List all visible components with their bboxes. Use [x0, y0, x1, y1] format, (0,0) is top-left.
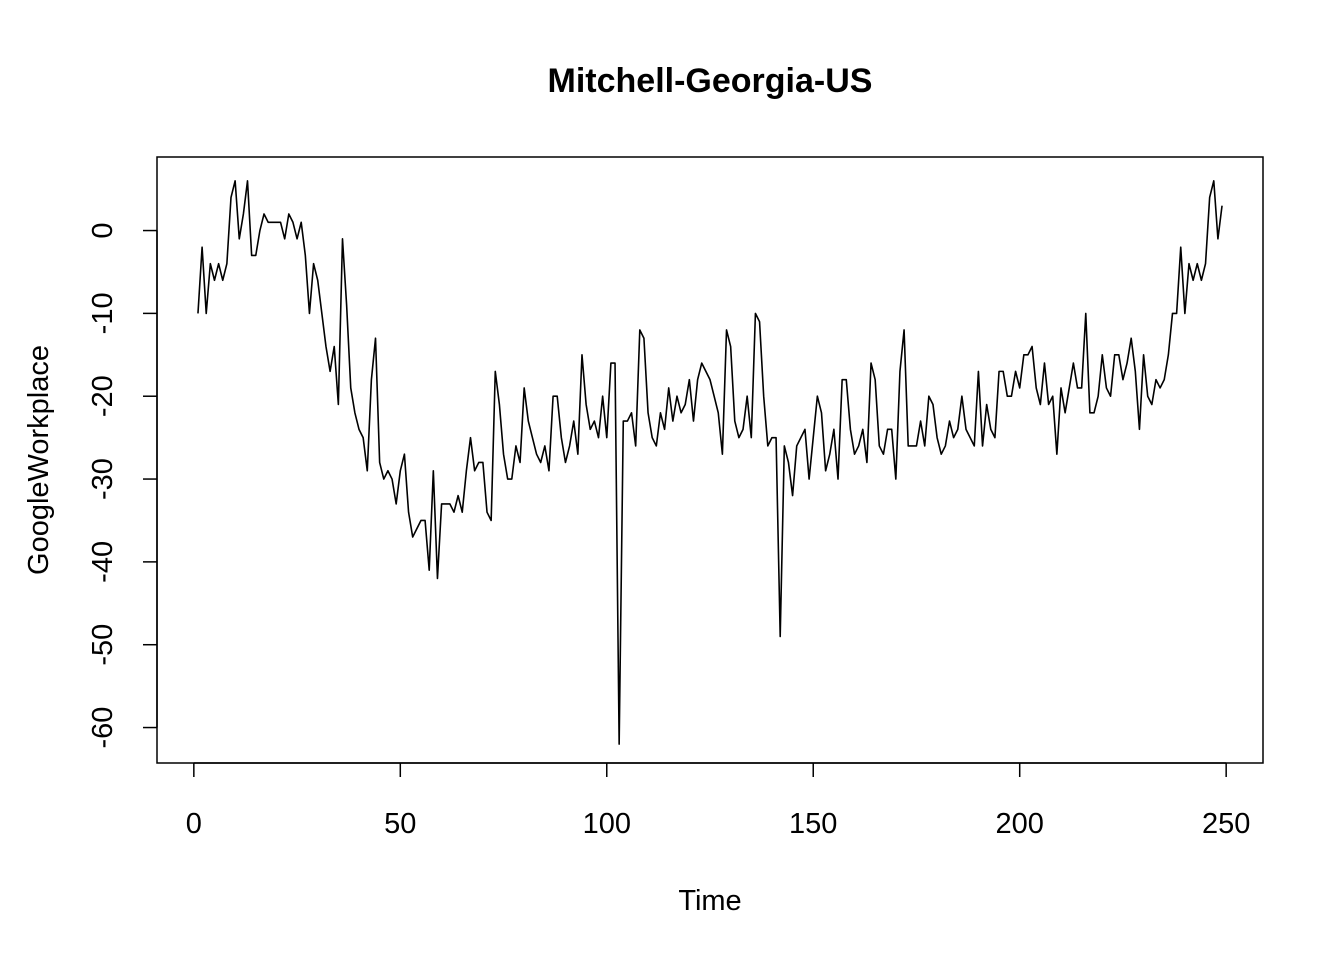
x-tick-label: 50	[384, 808, 416, 840]
x-axis: 0 50 100 150 200 250	[186, 762, 1250, 840]
y-tick-label: 0	[87, 222, 119, 238]
y-tick-label: -10	[87, 292, 119, 334]
y-tick-label: -30	[87, 458, 119, 500]
x-tick-label: 200	[996, 808, 1044, 840]
series-line	[197, 180, 1223, 745]
y-axis-label: GoogleWorkplace	[23, 345, 55, 575]
x-tick-label: 0	[186, 808, 202, 840]
y-tick-label: -60	[87, 707, 119, 749]
y-tick-label: -20	[87, 375, 119, 417]
x-tick-label: 100	[583, 808, 631, 840]
y-tick-label: -50	[87, 624, 119, 666]
chart-title: Mitchell-Georgia-US	[548, 62, 873, 100]
x-axis-label: Time	[678, 885, 741, 917]
y-tick-label: -40	[87, 541, 119, 583]
x-tick-label: 250	[1202, 808, 1250, 840]
x-tick-label: 150	[789, 808, 837, 840]
plot-frame	[156, 156, 1264, 764]
y-axis: 0 -10 -20 -30 -40 -50 -60	[87, 222, 158, 749]
